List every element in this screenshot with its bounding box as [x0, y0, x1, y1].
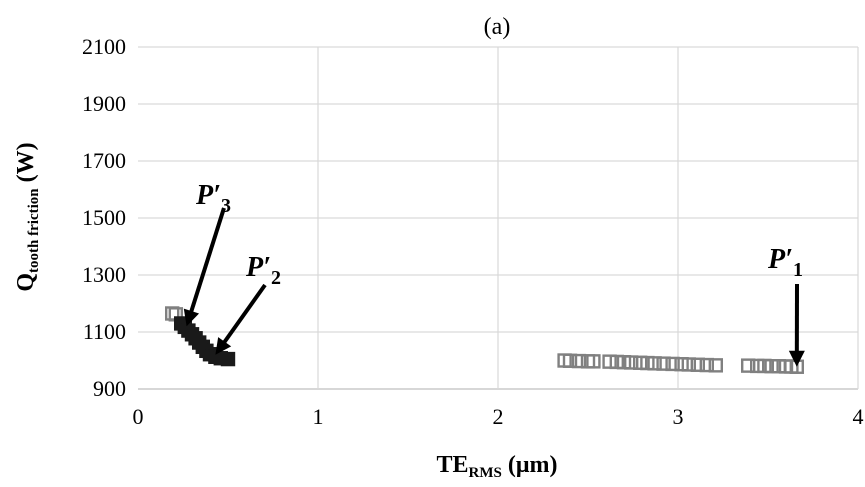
annotation-arrow-head [183, 308, 200, 327]
y-tick-label: 1100 [83, 319, 126, 344]
annotation-index: 1 [793, 259, 803, 281]
y-axis-ticks: 900 1100 1300 1500 1700 1900 2100 [82, 34, 126, 401]
annotation-arrow-shaft [187, 207, 226, 318]
x-tick-label: 4 [853, 404, 864, 429]
x-tick-label: 3 [673, 404, 684, 429]
annotation-name: P′ [195, 180, 221, 211]
y-tick-label: 1500 [82, 205, 126, 230]
open-square-point [750, 358, 765, 374]
open-square-point [633, 355, 648, 370]
y-axis-label-main: Q [13, 273, 39, 292]
annotation-label: P′1 [767, 244, 803, 281]
y-tick-label: 2100 [82, 34, 126, 59]
x-axis-ticks: 0 1 2 3 4 [133, 404, 864, 429]
chart-title: (a) [484, 14, 511, 40]
open-square-point [665, 356, 680, 372]
open-square-point [681, 357, 696, 372]
y-axis-label-sub: tooth friction [26, 188, 42, 273]
open-square-point [624, 355, 639, 370]
annotation-arrow-shaft [219, 283, 267, 348]
annotation-index: 2 [271, 267, 281, 289]
open-square-point [647, 356, 662, 371]
annotation-arrow-head [788, 350, 805, 367]
y-tick-label: 1300 [82, 262, 126, 287]
open-square-point [771, 359, 786, 374]
open-square-point [690, 357, 705, 372]
y-tick-label: 900 [93, 376, 126, 401]
open-square-point [586, 354, 601, 369]
y-tick-label: 1700 [82, 148, 126, 173]
open-square-point [764, 359, 779, 374]
open-square-point [616, 355, 632, 370]
gridlines [138, 46, 859, 390]
x-axis-label-main: TE [437, 452, 469, 478]
x-axis-label-sub: RMS [469, 465, 502, 481]
open-square-point [571, 353, 587, 369]
open-square-point [602, 354, 617, 369]
annotations: P′3P′2P′1 [183, 180, 805, 367]
open-square-point [699, 357, 714, 373]
filled-square-point [220, 351, 236, 367]
x-axis-label: TERMS (μm) [437, 452, 558, 481]
annotation-label: P′2 [245, 252, 281, 289]
open-square-point [741, 358, 756, 373]
open-square-point [562, 353, 578, 368]
x-tick-label: 0 [133, 404, 144, 429]
annotation-index: 3 [221, 195, 231, 217]
data-points [164, 306, 804, 374]
x-tick-label: 2 [493, 404, 504, 429]
x-tick-label: 1 [313, 404, 324, 429]
annotation-name: P′ [245, 252, 271, 283]
y-axis-label: Qtooth friction (W) [13, 142, 42, 291]
annotation-name: P′ [767, 244, 793, 275]
y-tick-label: 1900 [82, 91, 126, 116]
annotation-label: P′3 [195, 180, 231, 217]
annotation-arrow-head [215, 337, 232, 355]
open-square-point [609, 354, 624, 370]
open-square-point [708, 358, 723, 373]
open-square-point [656, 356, 671, 371]
x-axis-label-tail: (μm) [502, 452, 558, 478]
y-axis-label-tail: (W) [13, 142, 39, 188]
open-square-point [674, 357, 689, 372]
